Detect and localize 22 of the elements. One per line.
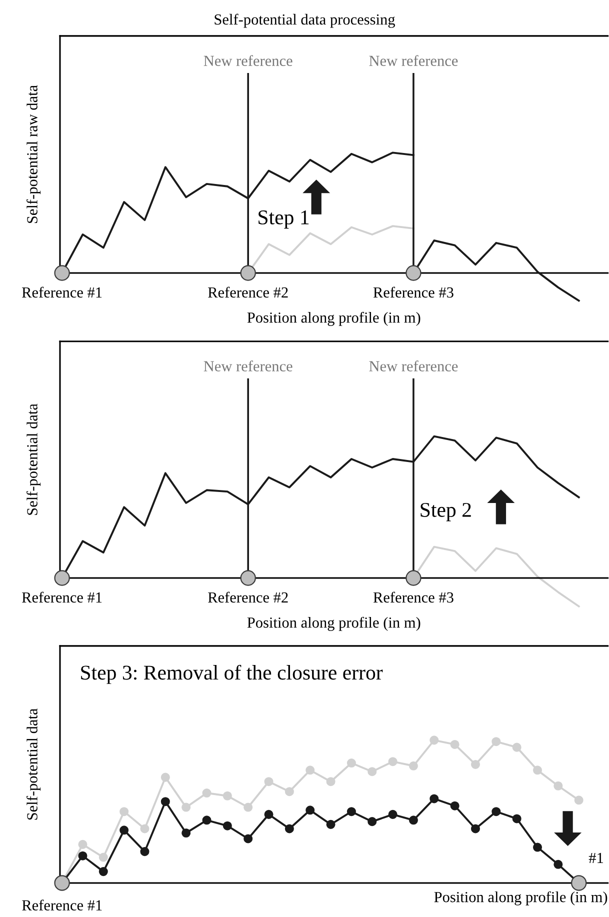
chart-title: Self-potential data processing [214, 14, 395, 28]
x-tick-label: Reference #1 [22, 592, 102, 603]
annotation: Step 1 [258, 210, 309, 229]
annotation: Step 2 [420, 502, 471, 522]
ref-line-label: New reference [369, 55, 458, 66]
x-axis-title: Position along profile (in m) [247, 616, 420, 631]
x-axis-title: Position along profile (in m) [247, 312, 420, 326]
x-tick-label: Reference #3 [373, 592, 454, 603]
text: Step 3: Removal of the closure error [81, 664, 383, 684]
ref-line-label: New reference [369, 360, 458, 372]
y-axis-title: Self-potential data [26, 404, 41, 515]
x-axis-title: Position along profile (in m) [434, 891, 608, 906]
ref-line-label: New reference [204, 360, 292, 372]
x-tick-label: Reference #1 [22, 286, 102, 298]
text: Reference #1 [22, 900, 102, 911]
annotation: #1 [588, 852, 603, 863]
x-tick-label: Reference #3 [373, 286, 454, 298]
x-tick-label: Reference #2 [208, 286, 288, 298]
ref-line-label: New reference [204, 55, 292, 66]
y-axis-title: Self-potential raw data [26, 85, 41, 224]
y-axis-title: Self-potential data [26, 708, 41, 820]
x-tick-label: Reference #2 [208, 592, 288, 603]
